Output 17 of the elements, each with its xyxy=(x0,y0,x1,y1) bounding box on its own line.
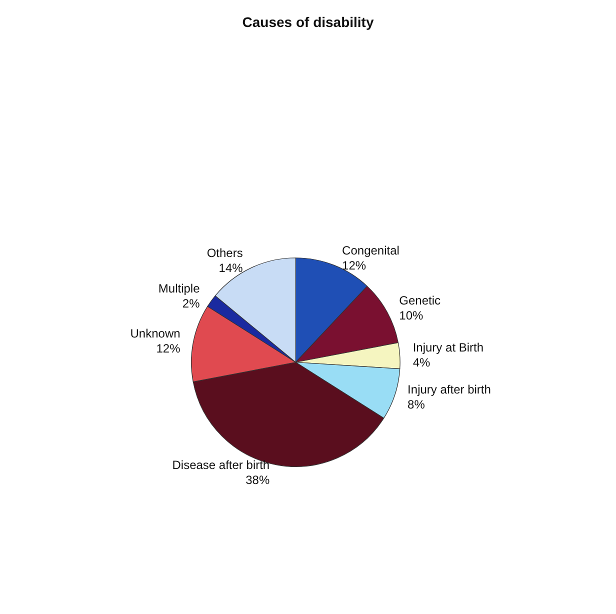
data-label: 14% xyxy=(218,261,244,276)
slice-label: Congenital xyxy=(342,243,400,258)
data-label: 4% xyxy=(412,356,431,370)
chart-title: Causes of disability xyxy=(242,14,374,30)
data-label: 38% xyxy=(246,473,270,488)
data-label: 10% xyxy=(399,308,424,323)
data-label: 8% xyxy=(408,397,426,412)
slice-label: Injury after birth xyxy=(408,382,491,396)
data-label: 12% xyxy=(156,342,181,356)
slice-label: Genetic xyxy=(399,294,441,308)
slice-label: Disease after birth xyxy=(172,458,270,472)
slice-label: Injury at Birth xyxy=(412,340,484,355)
slice-label: Multiple xyxy=(158,282,200,296)
slice-label: Others xyxy=(206,246,243,260)
data-label: 2% xyxy=(182,296,200,311)
slice-label: Unknown xyxy=(130,326,180,341)
data-label: 12% xyxy=(342,258,366,272)
